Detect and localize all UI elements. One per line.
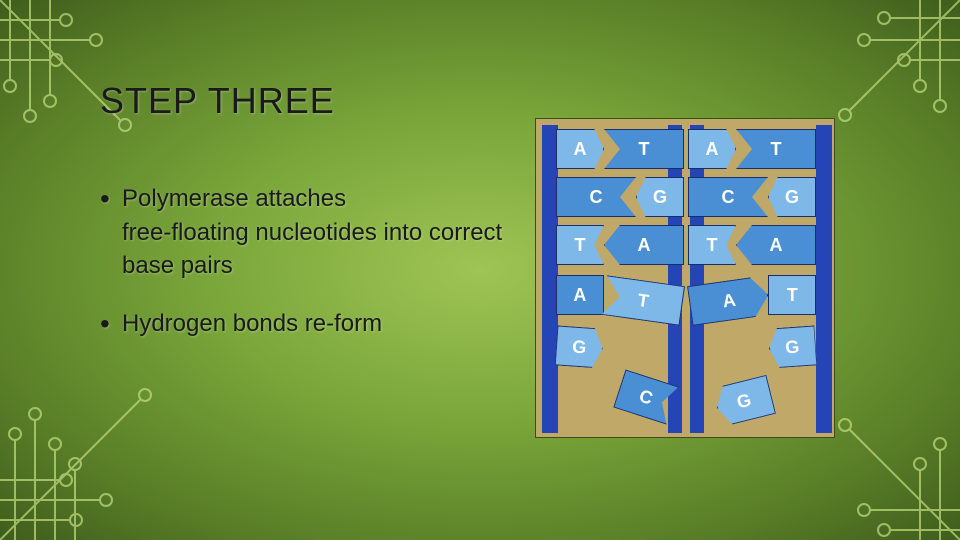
dna-diagram: A T A T C G C G T A T A A T A T [535, 118, 835, 438]
base-g: G [555, 325, 604, 368]
base-g: G [768, 177, 816, 217]
base-a: A [688, 129, 736, 169]
base-t: T [604, 129, 684, 169]
base-a: A [556, 129, 604, 169]
base-pair-row: A T A T [556, 275, 816, 315]
base-c: C [688, 177, 768, 217]
slide-title: STEP THREE [100, 80, 520, 122]
floating-nucleotide-g: G [712, 375, 776, 427]
base-t: T [736, 129, 816, 169]
bullet-list: Polymerase attaches free-floating nucleo… [100, 182, 520, 340]
bullet-item: Hydrogen bonds re-form [100, 307, 520, 341]
base-a: A [604, 225, 684, 265]
base-t: T [688, 225, 736, 265]
bullet-item: Polymerase attaches free-floating nucleo… [100, 182, 520, 283]
base-a: A [687, 275, 771, 326]
strand-container: A T A T C G C G T A T A A T A T [536, 125, 838, 433]
base-t: T [768, 275, 816, 315]
base-pair-row: C G C G [556, 177, 816, 217]
base-g: G [636, 177, 684, 217]
base-pair-row: G G [556, 327, 816, 367]
base-a: A [556, 275, 604, 315]
bullet-text-first: Polymerase attaches [122, 182, 520, 216]
base-pair-row: T A T A [556, 225, 816, 265]
slide-content: STEP THREE Polymerase attaches free-floa… [100, 80, 520, 364]
base-c: C [556, 177, 636, 217]
base-t: T [601, 275, 685, 326]
base-a: A [736, 225, 816, 265]
backbone-right-outer [816, 125, 832, 433]
bullet-text-rest: free-floating nucleotides into correct b… [122, 216, 520, 283]
base-pair-row: A T A T [556, 129, 816, 169]
base-g: G [768, 325, 817, 368]
bullet-text-first: Hydrogen bonds re-form [122, 307, 520, 341]
base-t: T [556, 225, 604, 265]
